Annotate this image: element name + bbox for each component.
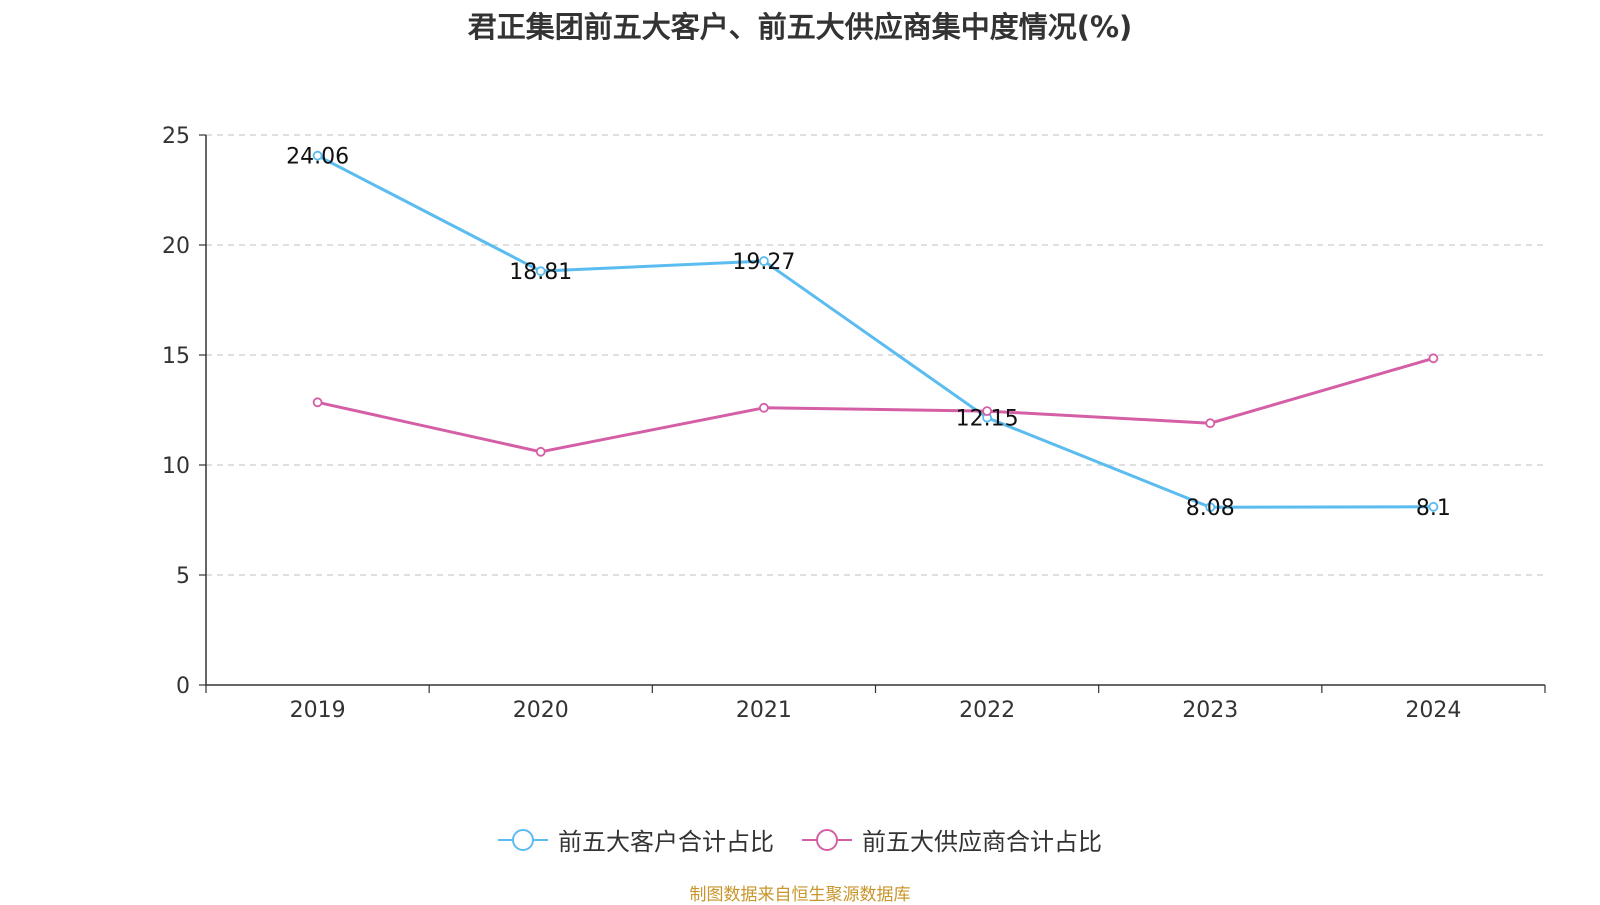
y-tick-label-0: 0 bbox=[176, 674, 190, 699]
legend: 前五大客户合计占比 前五大供应商合计占比 bbox=[0, 822, 1600, 857]
series-line-0 bbox=[316, 154, 1434, 509]
data-labels: 24.06 18.81 19.27 12.15 8.08 8.1 bbox=[286, 145, 1451, 522]
series-0-point-2020 bbox=[535, 266, 546, 277]
series-0-point-2023 bbox=[1205, 502, 1216, 513]
series-1-point-2022 bbox=[982, 406, 992, 417]
data-label-2020: 18.81 bbox=[509, 260, 572, 285]
data-label-2019: 24.06 bbox=[286, 145, 349, 170]
y-tick-label-15: 15 bbox=[162, 344, 190, 369]
series-0-point-2021 bbox=[759, 256, 769, 266]
x-tick-label-2022: 2022 bbox=[959, 698, 1015, 723]
series-1-point-2024 bbox=[1428, 353, 1439, 364]
legend-item-customers[interactable]: 前五大客户合计占比 bbox=[498, 822, 774, 857]
legend-customers-icon bbox=[498, 828, 548, 851]
y-tick-label-10: 10 bbox=[162, 454, 190, 479]
legend-suppliers-icon bbox=[802, 828, 852, 851]
legend-suppliers-label: 前五大供应商合计占比 bbox=[862, 828, 1102, 856]
series-1-point-2021 bbox=[759, 402, 769, 413]
data-label-2021: 19.27 bbox=[732, 250, 795, 275]
legend-item-suppliers[interactable]: 前五大供应商合计占比 bbox=[802, 822, 1102, 857]
series bbox=[312, 150, 1439, 513]
line-chart: 0 5 10 15 20 25 2019 2020 2021 2022 2023 2024 24.06… bbox=[162, 124, 1546, 723]
grid-lines bbox=[206, 134, 1545, 576]
axes: 0 5 10 15 20 25 2019 2020 2021 2022 2023 2024 bbox=[162, 124, 1546, 723]
chart-title: 君正集团前五大客户、前五大供应商集中度情况(%) bbox=[467, 10, 1133, 44]
series-1-point-2020 bbox=[535, 446, 546, 457]
series-line-1 bbox=[317, 356, 1434, 454]
y-tick-label-5: 5 bbox=[176, 564, 190, 589]
series-1-point-2019 bbox=[312, 397, 323, 408]
source-note: 制图数据来自恒生聚源数据库 bbox=[689, 885, 911, 905]
x-tick-label-2020: 2020 bbox=[513, 698, 569, 723]
x-tick-label-2019: 2019 bbox=[290, 698, 346, 723]
x-tick-label-2023: 2023 bbox=[1182, 698, 1238, 723]
x-tick-label-2024: 2024 bbox=[1405, 698, 1461, 723]
series-0-point-2019 bbox=[312, 150, 323, 161]
series-0-point-2024 bbox=[1428, 501, 1439, 512]
y-tick-label-25: 25 bbox=[162, 124, 190, 149]
legend-customers-label: 前五大客户合计占比 bbox=[558, 828, 774, 856]
data-label-2022: 12.15 bbox=[956, 407, 1019, 432]
data-label-2023: 8.08 bbox=[1186, 496, 1235, 521]
data-label-2024: 8.1 bbox=[1416, 496, 1451, 521]
series-1-point-2023 bbox=[1205, 418, 1216, 429]
x-tick-label-2021: 2021 bbox=[736, 698, 792, 723]
y-tick-label-20: 20 bbox=[162, 234, 190, 259]
